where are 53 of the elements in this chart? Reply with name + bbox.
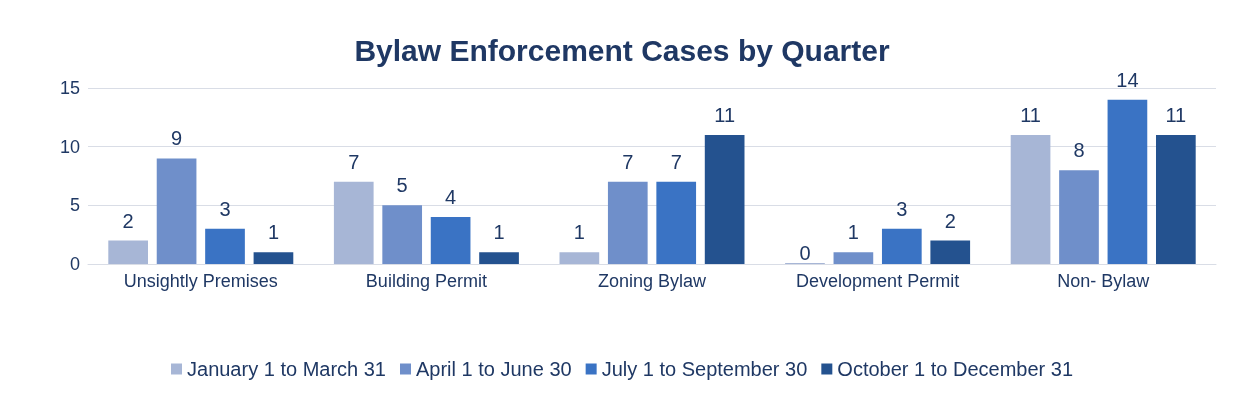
- legend-label: January 1 to March 31: [187, 358, 386, 380]
- data-label: 7: [348, 150, 360, 173]
- bar: [1010, 134, 1051, 264]
- bar: [156, 158, 197, 264]
- data-label: 5: [396, 174, 408, 197]
- bar: [607, 181, 648, 264]
- data-label: 7: [622, 150, 634, 173]
- data-label: 14: [1116, 68, 1139, 91]
- bar: [479, 252, 519, 264]
- data-label: 0: [799, 242, 811, 264]
- bar: [430, 217, 471, 264]
- legend-label: October 1 to December 31: [837, 358, 1074, 380]
- data-label: 1: [267, 221, 280, 244]
- legend-label: July 1 to September 30: [601, 358, 808, 380]
- data-label: 3: [219, 197, 231, 220]
- data-label: 1: [573, 221, 585, 244]
- bar: [1156, 134, 1196, 264]
- x-tick-label: Zoning Bylaw: [597, 271, 708, 291]
- data-label: 1: [847, 221, 859, 244]
- y-tick-label: 5: [69, 195, 80, 216]
- bar: [382, 205, 423, 264]
- y-tick-label: 0: [69, 254, 80, 274]
- y-tick-label: 10: [59, 136, 80, 157]
- data-label: 2: [122, 209, 134, 232]
- bar: [656, 181, 697, 264]
- y-tick-label: 15: [59, 78, 80, 98]
- bar: [833, 252, 874, 264]
- bar: [704, 134, 745, 264]
- bar: [881, 228, 922, 264]
- data-label: 8: [1073, 139, 1085, 162]
- bar: [205, 228, 245, 264]
- bar: [253, 252, 294, 264]
- data-label: 7: [670, 150, 682, 173]
- x-tick-label: Unsightly Premises: [123, 271, 278, 291]
- data-label: 2: [944, 209, 956, 232]
- bar: [1107, 99, 1148, 264]
- data-label: 1: [493, 221, 505, 244]
- bar: [1059, 170, 1099, 264]
- bar: [333, 181, 374, 264]
- data-label: 9: [171, 127, 183, 150]
- data-label: 11: [714, 103, 736, 126]
- legend-label: April 1 to June 30: [416, 358, 572, 380]
- bar: [108, 240, 148, 264]
- chart-title: Bylaw Enforcement Cases by Quarter: [354, 33, 890, 67]
- data-label: 11: [1020, 103, 1041, 126]
- x-tick-label: Non- Bylaw: [1057, 271, 1151, 291]
- data-label: 4: [445, 186, 457, 209]
- bar: [930, 240, 971, 264]
- x-tick-label: Development Permit: [796, 271, 960, 291]
- data-label: 11: [1165, 103, 1187, 126]
- data-label: 3: [896, 197, 908, 220]
- bar: [559, 252, 600, 264]
- x-tick-label: Building Permit: [365, 271, 487, 291]
